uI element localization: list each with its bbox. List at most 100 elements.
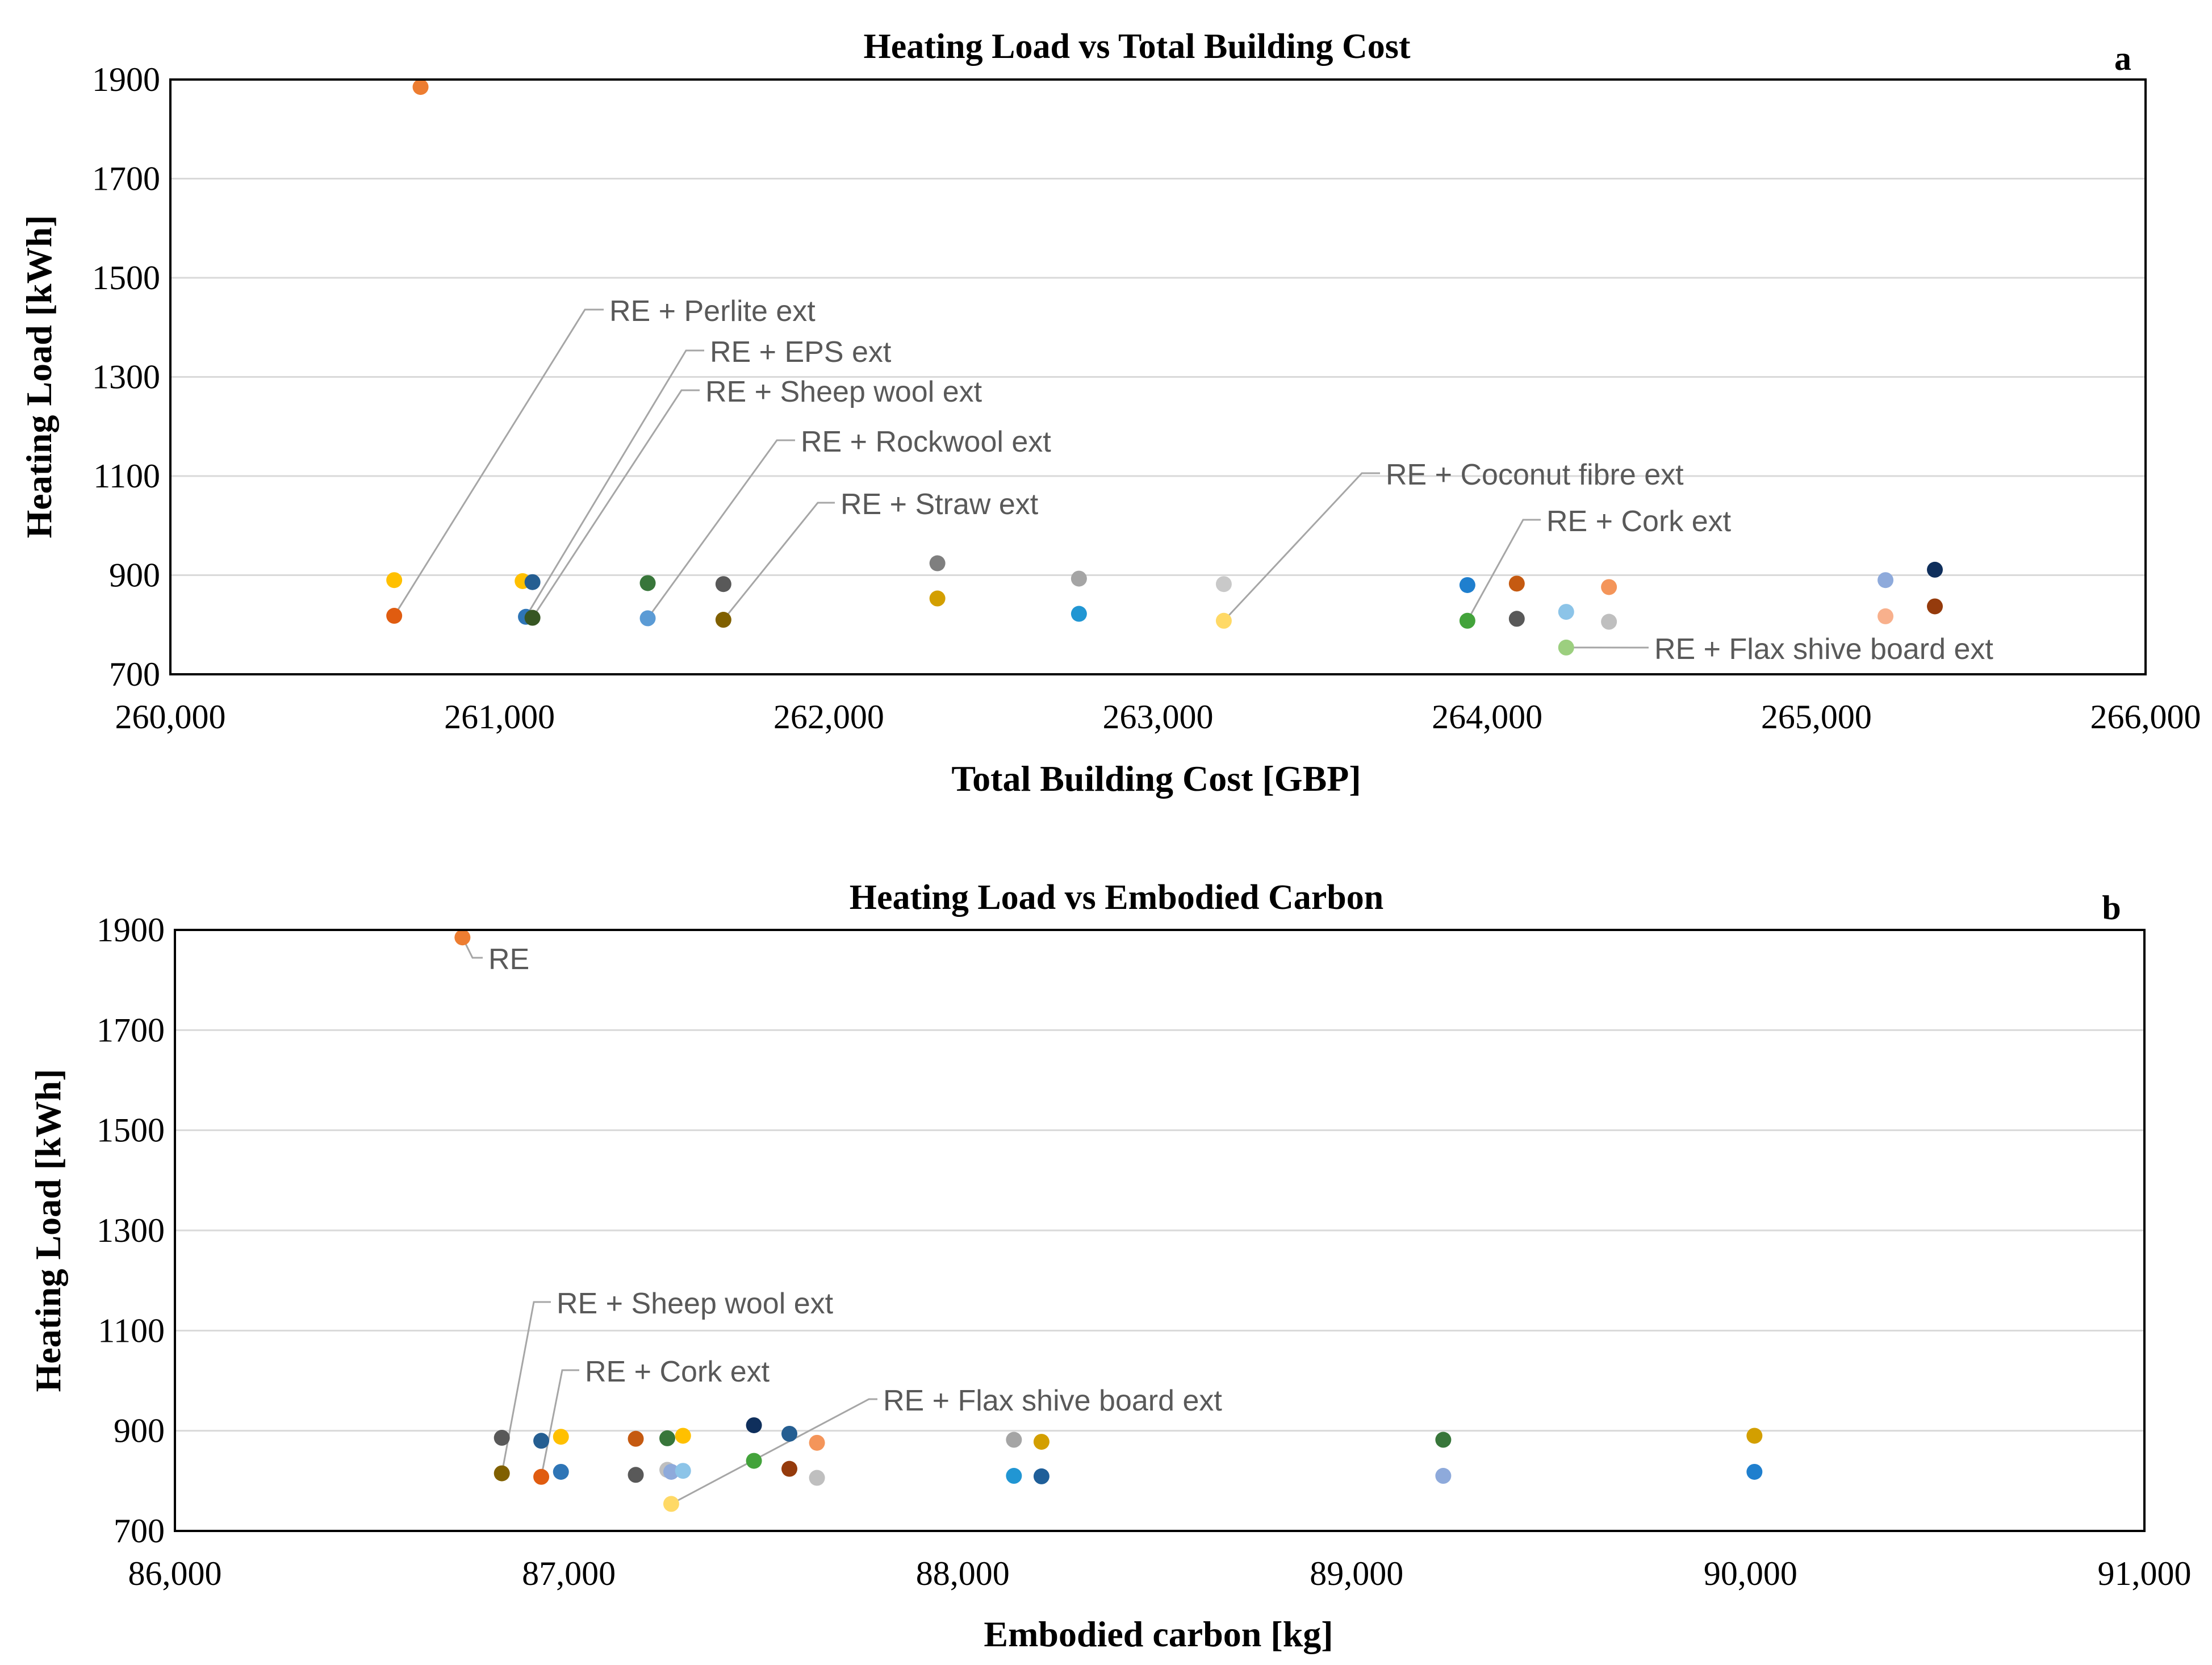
y-tick-label: 1100 — [93, 457, 160, 495]
data-point — [1006, 1468, 1022, 1484]
chart-a-y-ticks: 700 900 1100 1300 1500 1700 1900 — [92, 61, 160, 693]
chart-a-title: Heating Load vs Total Building Cost — [864, 27, 1411, 66]
data-point — [628, 1430, 644, 1447]
chart-a-x-ticks: 260,000 261,000 262,000 263,000 264,000 265,0… — [115, 698, 2201, 736]
data-point — [1033, 1434, 1049, 1450]
data-point — [639, 575, 656, 591]
data-point — [1746, 1463, 1763, 1480]
data-point — [524, 610, 541, 626]
annotation-leader-line — [501, 1301, 551, 1474]
data-point — [659, 1430, 675, 1446]
chart-b-plot-frame — [174, 929, 2146, 1532]
data-point — [1215, 612, 1232, 629]
data-point — [1601, 614, 1617, 630]
annotation-leader-line — [1223, 472, 1380, 621]
data-point — [1878, 608, 1894, 624]
data-point — [628, 1467, 644, 1483]
x-tick-label: 264,000 — [1432, 698, 1542, 736]
data-point — [1558, 639, 1574, 656]
data-point — [1927, 598, 1943, 615]
y-tick-label: 900 — [114, 1412, 165, 1450]
data-point — [675, 1463, 691, 1479]
x-tick-label: 88,000 — [916, 1555, 1010, 1592]
annotation-leader-line — [540, 1369, 579, 1478]
data-point — [715, 576, 731, 592]
y-tick-label: 1100 — [98, 1312, 165, 1349]
chart-a-y-axis-label: Heating Load [kWh] — [19, 215, 59, 539]
data-point — [809, 1434, 825, 1451]
data-point — [746, 1417, 762, 1433]
data-point — [1558, 604, 1574, 620]
annotation-label: RE + Cork ext — [585, 1355, 770, 1388]
chart-b-x-axis-label: Embodied carbon [kg] — [984, 1614, 1333, 1654]
data-point — [746, 1453, 762, 1469]
data-point — [1215, 576, 1232, 592]
y-tick-label: 1700 — [92, 160, 160, 198]
annotation-leader-line — [671, 1398, 877, 1505]
annotation-label: RE + Sheep wool ext — [557, 1287, 834, 1320]
data-point — [533, 1433, 550, 1449]
data-point — [715, 612, 731, 628]
data-point — [494, 1430, 510, 1446]
annotation-leader-line — [393, 308, 604, 616]
chart-b-annotations: RE RE + Sheep wool ext RE + Cork ext RE + F… — [488, 943, 1222, 1417]
annotation-label: RE + Cork ext — [1546, 505, 1732, 538]
data-point — [1459, 612, 1475, 629]
data-point — [809, 1470, 825, 1486]
annotation-label: RE + Straw ext — [841, 488, 1039, 521]
y-tick-label: 1500 — [92, 259, 160, 297]
y-tick-label: 900 — [109, 557, 160, 594]
data-point — [386, 572, 403, 589]
chart-b-points — [454, 929, 1763, 1512]
annotation-leader-line — [525, 349, 704, 617]
data-point — [494, 1465, 510, 1482]
data-point — [1006, 1432, 1022, 1448]
data-point — [412, 79, 429, 95]
data-point — [1435, 1432, 1452, 1448]
chart-b-y-axis-label: Heating Load [kWh] — [28, 1069, 68, 1392]
chart-a-x-axis-label: Total Building Cost [GBP] — [951, 758, 1361, 799]
chart-b-y-ticks: 700 900 1100 1300 1500 1700 1900 — [97, 911, 165, 1550]
y-tick-label: 1300 — [92, 358, 160, 396]
annotation-label: RE + EPS ext — [710, 336, 892, 369]
x-tick-label: 262,000 — [773, 698, 884, 736]
data-point — [663, 1496, 679, 1512]
annotation-leader-line — [532, 389, 700, 619]
chart-b-x-ticks: 86,000 87,000 88,000 89,000 90,000 91,000 — [128, 1555, 2192, 1592]
data-point — [524, 574, 541, 590]
annotation-label: RE + Coconut fibre ext — [1386, 458, 1684, 491]
y-tick-label: 1700 — [97, 1011, 165, 1049]
data-point — [1033, 1468, 1049, 1484]
y-tick-label: 1900 — [97, 911, 165, 949]
x-tick-label: 90,000 — [1704, 1555, 1797, 1592]
annotation-leader-line — [722, 502, 835, 620]
x-tick-label: 86,000 — [128, 1555, 222, 1592]
data-point — [533, 1468, 550, 1485]
annotation-label: RE + Sheep wool ext — [705, 375, 982, 408]
data-point — [1927, 561, 1943, 578]
x-tick-label: 266,000 — [2090, 698, 2201, 736]
annotation-label: RE + Perlite ext — [609, 295, 816, 328]
data-point — [1601, 579, 1617, 595]
x-tick-label: 261,000 — [444, 698, 555, 736]
data-point — [386, 608, 403, 624]
x-tick-label: 260,000 — [115, 698, 226, 736]
y-tick-label: 1900 — [92, 61, 160, 98]
chart-b-gridlines — [175, 1029, 2144, 1432]
y-tick-label: 700 — [114, 1512, 165, 1550]
y-tick-label: 700 — [109, 656, 160, 693]
data-point — [1508, 575, 1525, 592]
data-point — [1435, 1468, 1452, 1484]
chart-a-panel-letter: a — [2114, 40, 2131, 77]
chart-b-leaders — [461, 937, 877, 1505]
data-point — [1071, 570, 1087, 587]
data-point — [1459, 577, 1475, 593]
chart-b: Heating Load vs Embodied Carbon b RE RE +… — [28, 878, 2192, 1654]
data-point — [553, 1463, 569, 1480]
annotation-leader-line — [1466, 519, 1541, 621]
chart-a: Heating Load vs Total Building Cost a RE… — [19, 27, 2201, 799]
chart-b-title: Heating Load vs Embodied Carbon — [850, 878, 1384, 917]
chart-a-gridlines — [170, 178, 2146, 576]
chart-b-panel-letter: b — [2102, 889, 2121, 927]
data-point — [929, 555, 946, 571]
